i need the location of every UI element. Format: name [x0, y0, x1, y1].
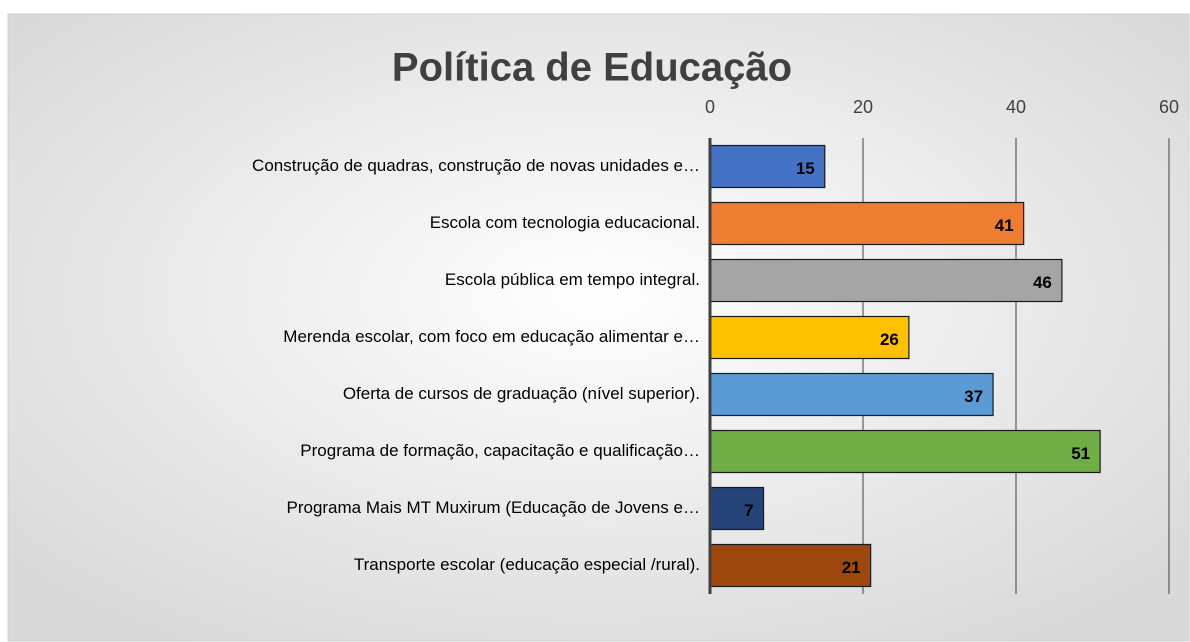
data-label: 21: [842, 558, 861, 577]
y-tick-label: Oferta de cursos de graduação (nível sup…: [343, 384, 700, 403]
data-label: 41: [995, 216, 1014, 235]
y-tick-label: Escola pública em tempo integral.: [445, 270, 700, 289]
data-label: 37: [964, 387, 983, 406]
bar: [709, 144, 826, 189]
bar: [709, 429, 1101, 474]
data-label: 7: [744, 501, 753, 520]
chart-title: Política de Educação: [392, 46, 792, 90]
data-label: 15: [796, 159, 815, 178]
bar: [709, 372, 994, 417]
bar: [709, 258, 1063, 303]
y-tick-label: Construção de quadras, construção de nov…: [252, 156, 700, 175]
bar: [709, 486, 765, 531]
x-tick-label: 20: [853, 97, 873, 117]
bar: [709, 315, 910, 360]
data-label: 51: [1071, 444, 1090, 463]
y-tick-label: Programa Mais MT Muxirum (Educação de Jo…: [286, 498, 700, 517]
chart-background: [7, 13, 1190, 642]
data-label: 46: [1033, 273, 1052, 292]
y-tick-label: Programa de formação, capacitação e qual…: [300, 441, 700, 460]
data-label: 26: [880, 330, 899, 349]
x-tick-label: 0: [705, 97, 715, 117]
y-tick-label: Escola com tecnologia educacional.: [430, 213, 700, 232]
bar: [709, 201, 1025, 246]
y-tick-label: Merenda escolar, com foco em educação al…: [283, 327, 700, 346]
y-tick-label: Transporte escolar (educação especial /r…: [354, 555, 700, 574]
x-tick-label: 60: [1159, 97, 1179, 117]
x-tick-label: 40: [1006, 97, 1026, 117]
